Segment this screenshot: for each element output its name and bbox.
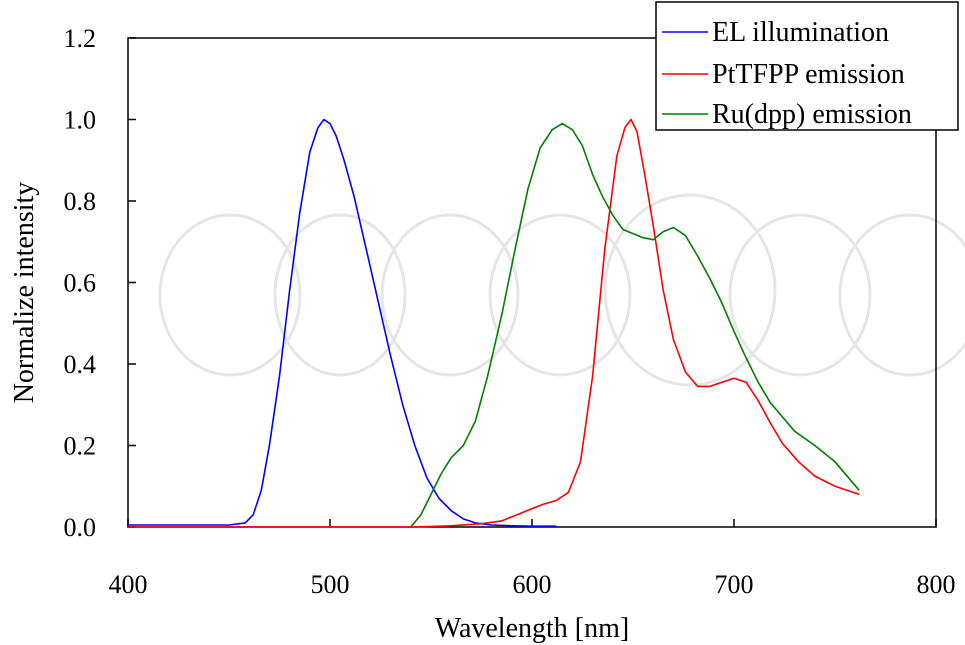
watermark-shape — [488, 213, 632, 377]
x-axis-ticks: 400 500 600 700 800 — [109, 519, 956, 599]
legend-label-el-illumination: EL illumination — [712, 17, 889, 48]
watermark-shape — [603, 193, 777, 387]
y-tick-label: 0.8 — [64, 187, 97, 216]
legend: EL illumination PtTFPP emission Ru(dpp) … — [655, 1, 959, 131]
y-axis-ticks: 0.0 0.2 0.4 0.6 0.8 1.0 1.2 — [64, 24, 136, 542]
x-tick-label: 500 — [311, 570, 350, 599]
watermark-logo — [158, 193, 965, 387]
y-tick-label: 0.4 — [64, 350, 97, 379]
y-tick-label: 1.2 — [64, 24, 97, 53]
watermark-shape — [728, 213, 872, 377]
watermark-shape — [380, 213, 520, 377]
x-tick-label: 700 — [715, 570, 754, 599]
legend-box — [655, 1, 959, 131]
legend-label-pttfpp-emission: PtTFPP emission — [712, 59, 905, 90]
watermark-shape — [273, 213, 407, 377]
series-line-ru-dpp-emission — [410, 122, 860, 528]
legend-label-ru-dpp-emission: Ru(dpp) emission — [712, 99, 912, 130]
x-tick-label: 400 — [109, 570, 148, 599]
y-tick-label: 0.0 — [64, 513, 97, 542]
series-line-pttfpp-emission — [128, 118, 860, 528]
series-layer — [128, 118, 860, 528]
x-tick-label: 600 — [513, 570, 552, 599]
x-tick-label: 800 — [917, 570, 956, 599]
series-line-el-illumination — [128, 118, 557, 528]
watermark-shape — [158, 213, 302, 377]
y-tick-label: 1.0 — [64, 106, 97, 135]
y-axis-title: Normalize intensity — [9, 182, 40, 404]
y-tick-label: 0.6 — [64, 269, 97, 298]
watermark-shape — [838, 213, 965, 377]
x-axis-title: Wavelength [nm] — [435, 613, 629, 644]
y-tick-label: 0.2 — [64, 432, 97, 461]
